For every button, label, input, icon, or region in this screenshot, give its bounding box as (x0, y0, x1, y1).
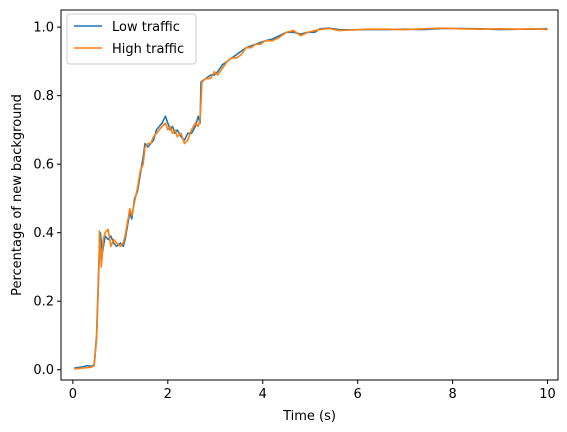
x-axis: 0 2 4 6 8 10 (69, 380, 556, 402)
y-axis: 0.0 0.2 0.4 0.6 0.8 1.0 (33, 21, 61, 378)
y-axis-label: Percentage of new background (10, 94, 25, 296)
legend: Low traffic High traffic (66, 13, 197, 65)
y-tick-label: 0.0 (33, 363, 54, 378)
x-tick-label: 2 (164, 387, 172, 402)
plot-area (74, 27, 548, 370)
y-tick-label: 0.4 (33, 226, 54, 241)
legend-label-low-traffic: Low traffic (112, 20, 180, 35)
y-tick-label: 1.0 (33, 21, 54, 36)
x-tick-label: 6 (354, 387, 362, 402)
legend-label-high-traffic: High traffic (112, 42, 184, 57)
x-axis-label: Time (s) (282, 409, 336, 424)
x-tick-label: 0 (69, 387, 77, 402)
series-line-high-traffic (74, 27, 548, 370)
y-tick-label: 0.8 (33, 89, 54, 104)
y-tick-label: 0.6 (33, 158, 54, 173)
plot-frame (60, 9, 559, 381)
x-tick-label: 10 (539, 387, 556, 402)
y-tick-label: 0.2 (33, 295, 54, 310)
x-tick-label: 4 (259, 387, 267, 402)
x-tick-label: 8 (448, 387, 456, 402)
series-line-low-traffic (74, 27, 548, 369)
